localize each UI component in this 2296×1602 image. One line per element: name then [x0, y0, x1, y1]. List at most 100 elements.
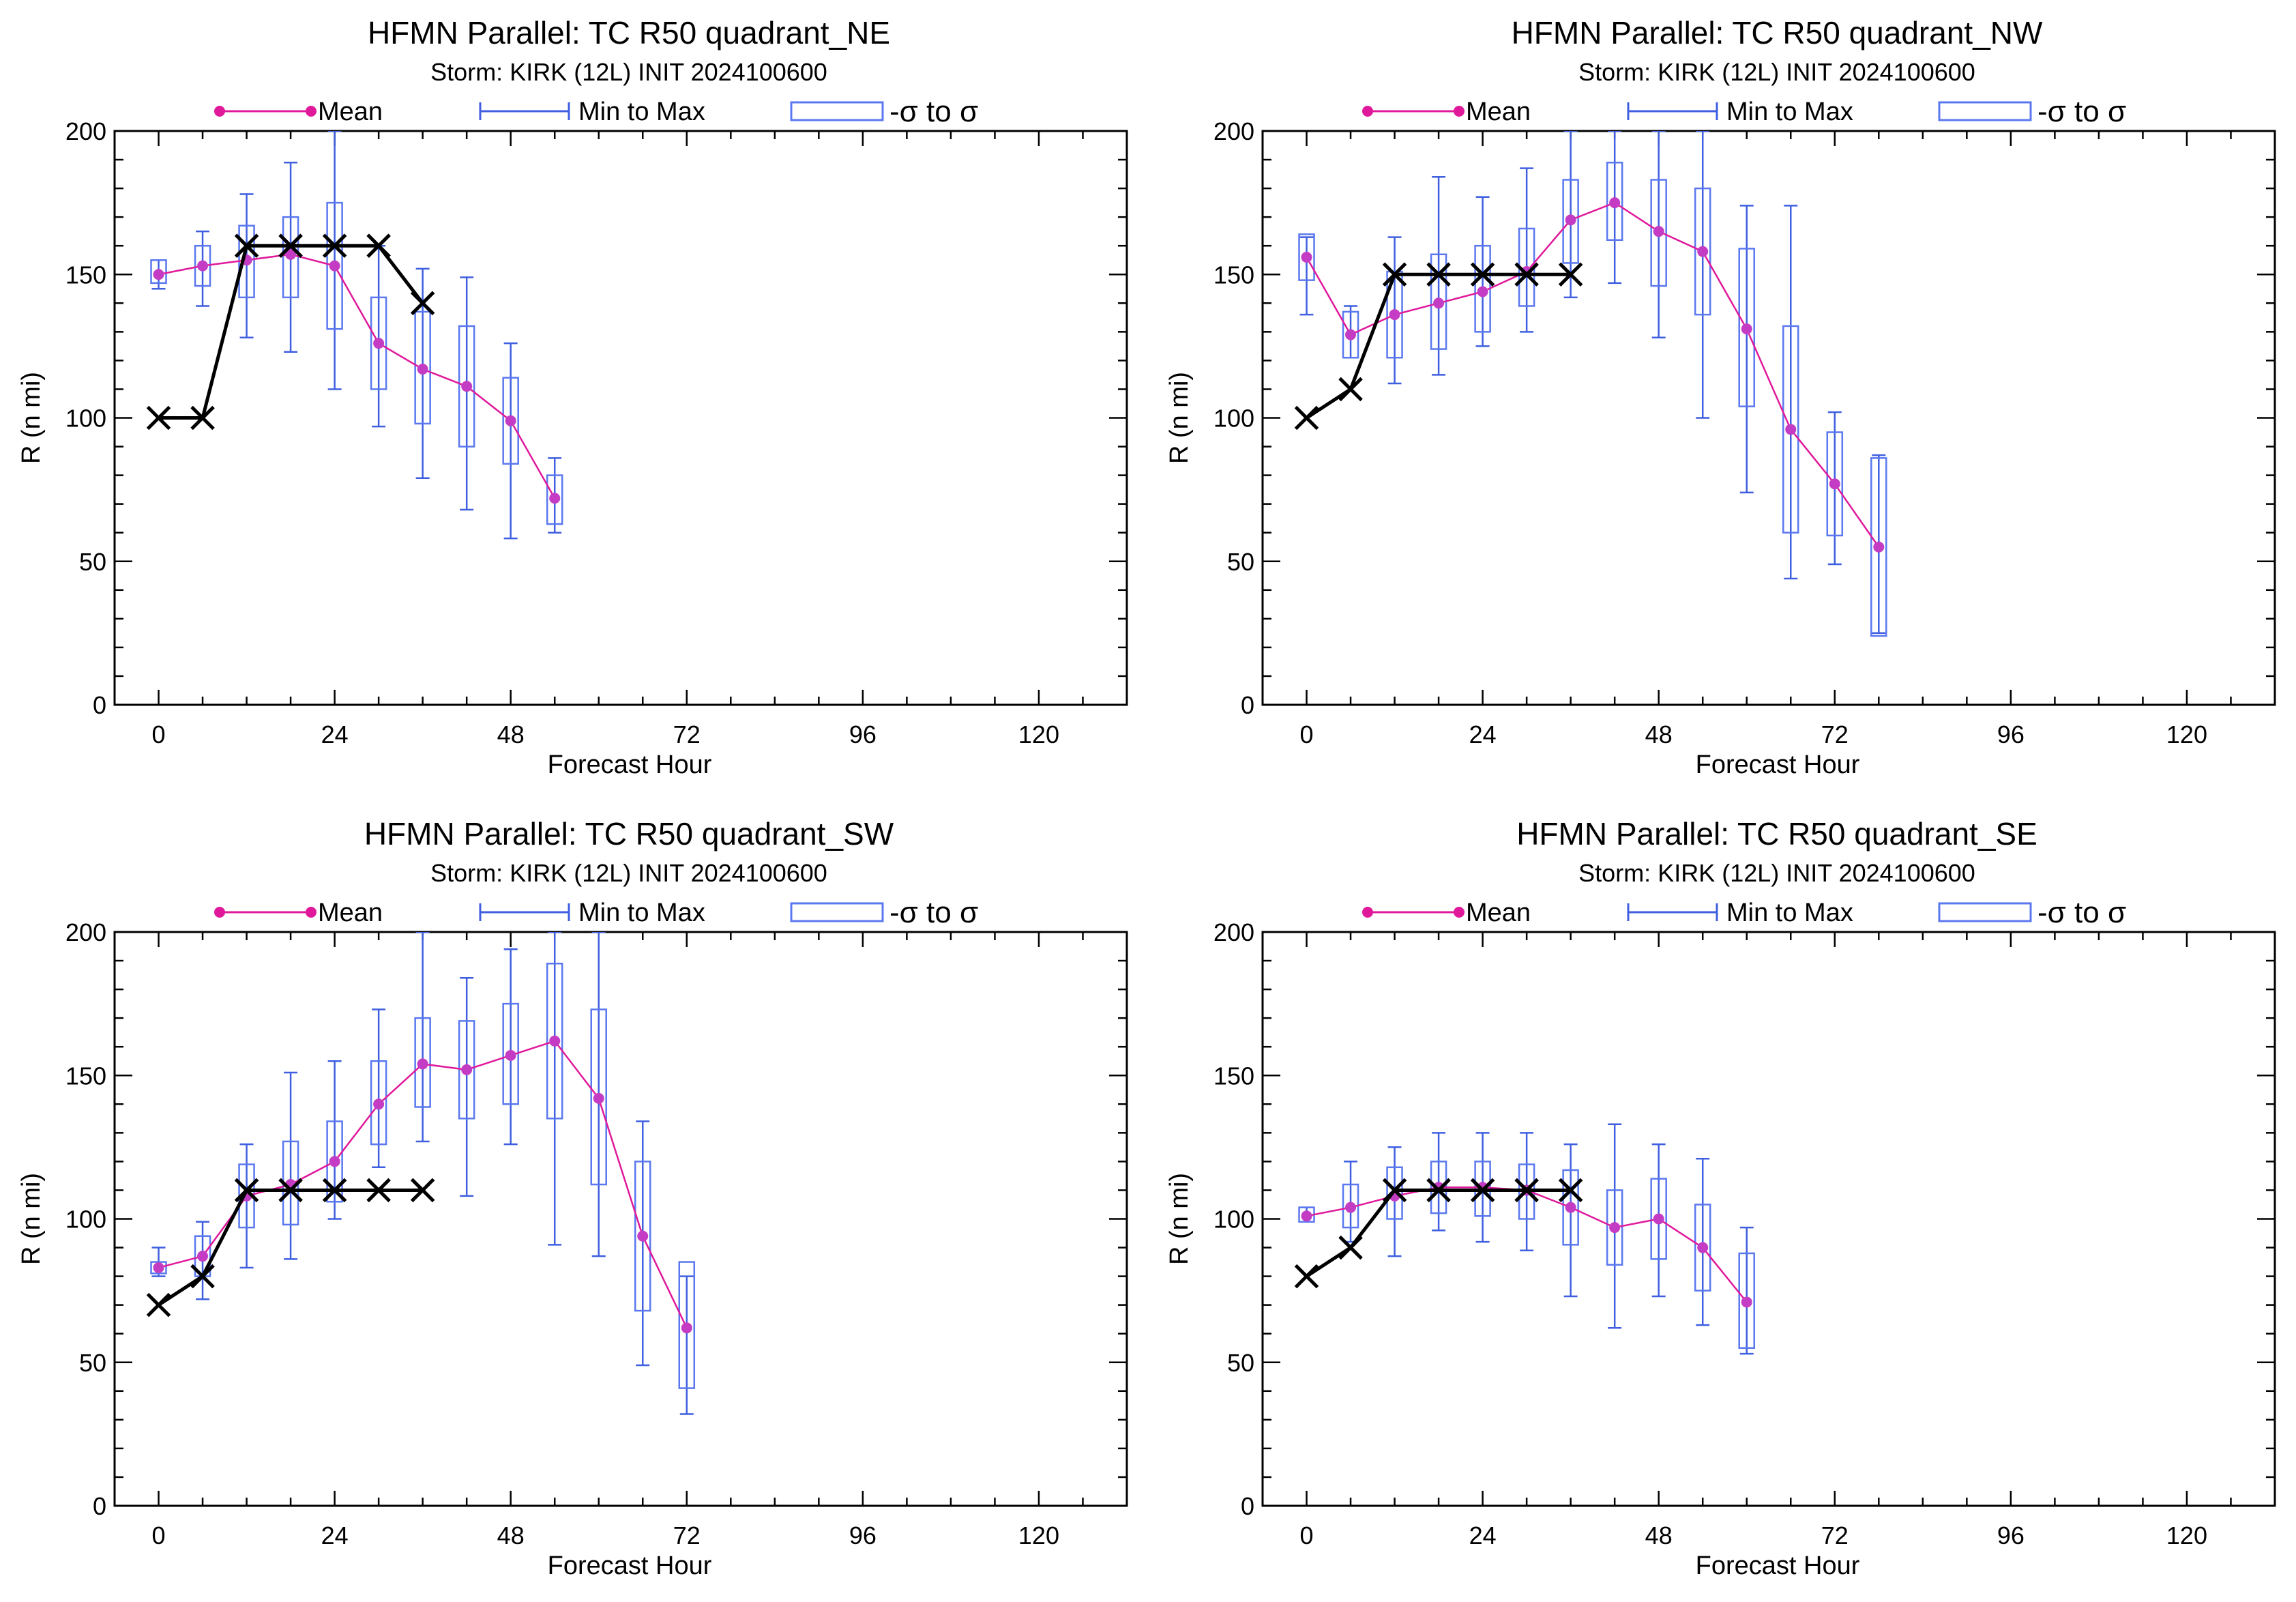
y-tick-label: 200	[65, 918, 106, 946]
x-tick-label: 72	[673, 720, 701, 748]
official-x-marker	[278, 233, 303, 258]
plot-area	[1294, 1123, 1755, 1355]
chart-legend: Mean Min to Max -σ to σ	[214, 95, 978, 128]
mean-point	[1653, 1213, 1664, 1225]
mean-point	[1389, 309, 1400, 321]
sigma-box	[194, 244, 211, 287]
x-axis-label: Forecast Hour	[1696, 1552, 1860, 1580]
sigma-box	[1606, 162, 1623, 242]
x-tick-label: 24	[1469, 1521, 1497, 1549]
y-tick-label: 200	[1213, 117, 1254, 145]
official-x-marker	[322, 1178, 347, 1203]
mean-point	[197, 1251, 209, 1262]
legend-mean-marker	[214, 907, 225, 918]
mean-line	[1306, 201, 1880, 548]
mean-point	[329, 1156, 340, 1167]
sigma-box	[1650, 179, 1667, 287]
chart-panel-2: HFMN Parallel: TC R50 quadrant_NW Storm: …	[1165, 15, 2276, 779]
official-x-stroke	[1294, 405, 1319, 431]
y-tick-label: 50	[79, 1349, 106, 1377]
legend-sigma-label: -σ to σ	[2037, 896, 2126, 929]
chart-title: HFMN Parallel: TC R50 quadrant_NW	[1512, 15, 2043, 50]
sigma-box	[1342, 310, 1359, 359]
official-x-marker	[234, 233, 259, 258]
chart-title: HFMN Parallel: TC R50 quadrant_NE	[368, 15, 890, 50]
official-x-stroke	[190, 405, 215, 431]
mean-point	[1345, 1202, 1357, 1213]
sigma-box	[326, 1120, 343, 1203]
mean-line	[158, 253, 556, 499]
x-tick-label: 72	[673, 1521, 701, 1549]
sigma-box	[1562, 179, 1579, 264]
y-tick-label: 100	[1213, 1206, 1254, 1234]
mean-point	[1477, 286, 1488, 297]
official-x-marker	[190, 405, 215, 431]
official-x-stroke	[366, 233, 391, 258]
mean-point	[1345, 329, 1357, 340]
official-x-marker	[1514, 1178, 1539, 1203]
official-x-stroke	[1558, 1178, 1583, 1203]
mean-point	[285, 248, 297, 260]
legend-mean-marker	[1362, 106, 1373, 117]
mean-point	[1653, 226, 1664, 237]
mean-point	[153, 269, 164, 280]
x-tick-label: 0	[152, 1521, 166, 1549]
y-tick-label: 0	[1241, 691, 1254, 719]
official-x-marker	[1294, 405, 1319, 431]
x-tick-label: 0	[1300, 1521, 1314, 1549]
y-axis-label: R (n mi)	[17, 1173, 46, 1265]
x-tick-label: 24	[321, 1521, 349, 1549]
y-tick-label: 200	[65, 117, 106, 145]
chart-subtitle: Storm: KIRK (12L) INIT 2024100600	[1578, 859, 1975, 887]
sigma-box	[150, 1261, 167, 1275]
x-tick-label: 96	[849, 720, 877, 748]
legend-mean-label: Mean	[318, 98, 383, 126]
y-tick-label: 0	[1241, 1492, 1254, 1520]
chart-panel-1: HFMN Parallel: TC R50 quadrant_NE Storm: …	[17, 15, 1128, 779]
official-x-stroke	[278, 233, 303, 258]
y-tick-label: 0	[93, 1492, 106, 1520]
plot-frame	[1261, 931, 2276, 1507]
legend-range-label: Min to Max	[578, 899, 705, 927]
chart-subtitle: Storm: KIRK (12L) INIT 2024100600	[1578, 58, 1975, 86]
sigma-box	[370, 296, 387, 390]
mean-point	[1301, 252, 1312, 263]
mean-point	[1697, 246, 1709, 257]
official-x-stroke	[1470, 262, 1495, 287]
mean-point	[593, 1092, 604, 1104]
mean-point	[153, 1262, 164, 1273]
x-tick-label: 120	[2166, 1521, 2207, 1549]
official-x-stroke	[366, 1178, 391, 1203]
legend-sigma-label: -σ to σ	[889, 896, 978, 929]
official-x-stroke	[322, 233, 347, 258]
plot-area	[146, 932, 696, 1415]
legend-mean-marker	[306, 907, 317, 918]
sigma-box	[458, 1020, 475, 1120]
x-axis-label: Forecast Hour	[548, 751, 712, 779]
mean-point	[1785, 424, 1797, 435]
official-x-stroke	[234, 1178, 259, 1203]
sigma-box	[1738, 248, 1755, 407]
official-x-stroke	[278, 1178, 303, 1203]
mean-point	[549, 1035, 561, 1047]
sigma-box	[1782, 325, 1799, 534]
official-x-stroke	[1470, 1178, 1495, 1203]
y-axis-label: R (n mi)	[1165, 372, 1194, 464]
y-tick-label: 50	[79, 548, 106, 576]
sigma-box	[546, 474, 563, 525]
sigma-box	[1826, 431, 1844, 537]
sigma-box	[326, 201, 343, 330]
legend-mean-marker	[1454, 106, 1465, 117]
x-tick-label: 120	[2166, 720, 2207, 748]
sigma-box	[1606, 1189, 1623, 1266]
y-tick-label: 150	[65, 1062, 106, 1090]
chart-panel-3: HFMN Parallel: TC R50 quadrant_SW Storm: …	[17, 816, 1128, 1580]
sigma-box	[1650, 1178, 1667, 1260]
legend-range-label: Min to Max	[578, 98, 705, 126]
mean-point	[1697, 1242, 1709, 1253]
mean-point	[197, 260, 209, 272]
x-axis-label: Forecast Hour	[1696, 751, 1860, 779]
mean-point	[1741, 323, 1752, 335]
official-x-stroke	[1426, 262, 1451, 287]
official-x-marker	[410, 291, 435, 316]
